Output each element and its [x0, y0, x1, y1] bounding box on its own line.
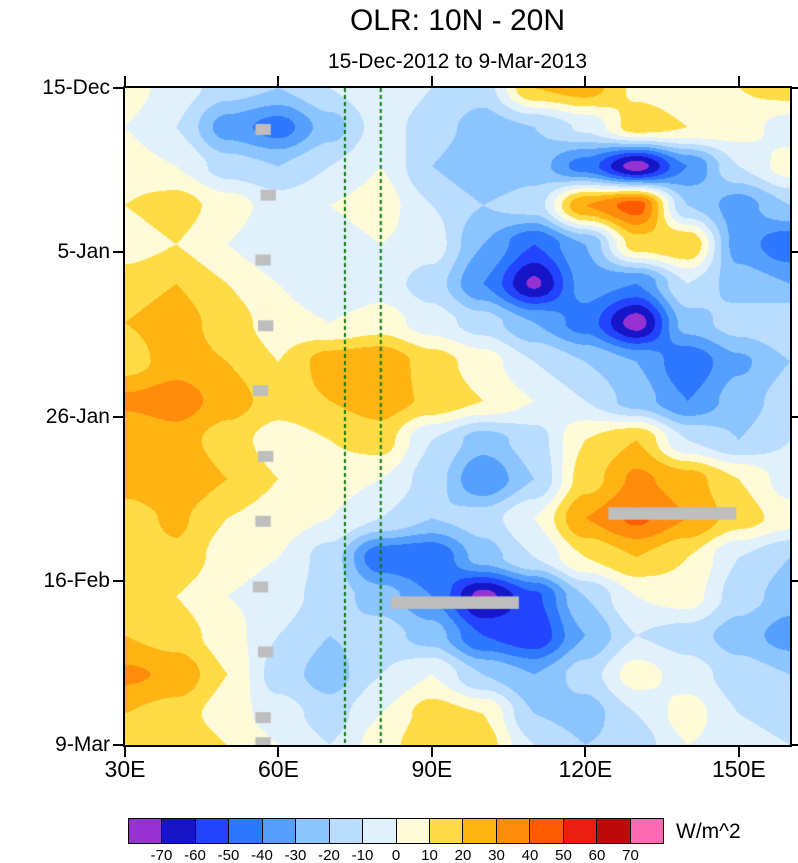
colorbar-cell [162, 819, 196, 843]
x-tick-label: 150E [711, 756, 766, 782]
colorbar-cell [329, 819, 364, 843]
colorbar-tick-label: 40 [521, 847, 539, 863]
colorbar-cell [229, 819, 263, 843]
colorbar-units-label: W/m^2 [676, 820, 741, 843]
axis-tick [113, 579, 123, 582]
colorbar-cell [597, 819, 631, 843]
colorbar-tick-label: 20 [454, 847, 472, 863]
y-tick-label: 5-Jan [57, 240, 110, 264]
colorbar-cell [530, 819, 564, 843]
y-tick-label: 9-Mar [55, 733, 110, 756]
x-tick-label: 60E [257, 756, 299, 782]
colorbar-tick-label: -40 [251, 847, 273, 863]
axis-tick [124, 76, 126, 86]
colorbar-cell [195, 819, 230, 843]
colorbar-cell [630, 819, 663, 843]
axis-tick [113, 415, 123, 418]
colorbar-cell [429, 819, 464, 843]
colorbar-tick-label: 10 [421, 847, 438, 863]
colorbar-tick-label: -30 [284, 847, 307, 863]
axis-tick [277, 76, 280, 86]
colorbar-cell [463, 819, 497, 843]
colorbar-cell [363, 819, 397, 843]
plot-frame [123, 86, 792, 747]
colorbar-cell [496, 819, 531, 843]
axis-tick [430, 747, 433, 757]
axis-tick [792, 251, 798, 254]
x-tick-label: 90E [411, 756, 453, 782]
colorbar-tick-label: 0 [391, 847, 401, 863]
colorbar-tick-label: 50 [555, 847, 572, 863]
chart-subtitle: 15-Dec-2012 to 9-Mar-2013 [327, 50, 588, 73]
colorbar-tick-label: 60 [588, 847, 606, 863]
x-tick-label: 30E [104, 756, 146, 782]
axis-tick [113, 251, 123, 254]
colorbar-tick-label: -10 [351, 847, 374, 863]
axis-tick [792, 415, 798, 418]
y-tick-label: 15-Dec [42, 76, 110, 99]
colorbar-cell [396, 819, 430, 843]
axis-tick [737, 747, 740, 757]
colorbar-tick-label: -20 [318, 847, 340, 863]
colorbar-tick-label: -70 [150, 847, 173, 863]
axis-tick [113, 744, 123, 746]
axis-tick [430, 76, 433, 86]
chart-title: OLR: 10N - 20N [349, 4, 566, 37]
colorbar-cell [296, 819, 330, 843]
y-tick-label: 26-Jan [45, 404, 110, 428]
axis-tick [277, 747, 280, 757]
x-tick-label: 120E [558, 756, 613, 782]
colorbar-cell [563, 819, 598, 843]
heatmap-canvas [125, 88, 790, 745]
colorbar [128, 818, 664, 844]
colorbar-tick-label: -60 [184, 847, 206, 863]
axis-tick [792, 87, 798, 89]
colorbar-tick-label: 30 [488, 847, 505, 863]
axis-tick [584, 747, 587, 757]
axis-tick [792, 744, 798, 746]
axis-tick [113, 87, 123, 89]
axis-tick [124, 747, 126, 757]
colorbar-tick-label: -50 [217, 847, 240, 863]
axis-tick [584, 76, 587, 86]
y-tick-label: 16-Feb [43, 568, 110, 592]
axis-tick [792, 579, 798, 582]
colorbar-cell [129, 819, 163, 843]
colorbar-cell [262, 819, 297, 843]
colorbar-tick-label: 70 [622, 847, 639, 863]
axis-tick [737, 76, 740, 86]
